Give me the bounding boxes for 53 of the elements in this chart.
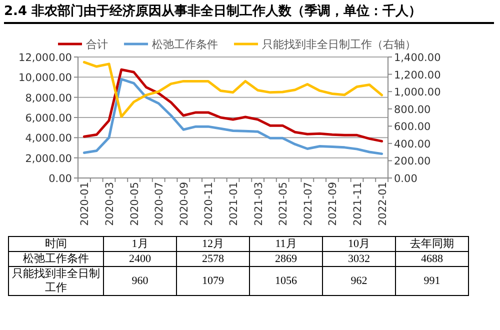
x-tick-label: 2022-01 [376,182,389,226]
x-tick-label: 2020-07 [154,182,166,226]
text: 4688 [396,252,468,266]
x-tick-label: 2021-01 [228,182,240,226]
text: 962 [322,266,396,296]
text: 11月 [250,236,322,252]
x-tick-label: 2021-03 [252,182,265,226]
text: 1079 [176,266,250,296]
y2-tick-label: 1,400.00 [394,52,441,64]
text: 10月 [322,236,396,252]
y-tick-label: 4,000.00 [25,132,72,145]
text: 3032 [322,252,396,266]
text: 松弛工作条件 [8,252,104,266]
y2-tick-label: 200.00 [394,156,431,168]
x-tick-label: 2020-05 [128,182,141,226]
text: 991 [396,266,468,296]
x-tick-label: 2020-09 [178,182,190,226]
y2-tick-label: 600.00 [394,121,431,134]
x-tick-label: 2020-03 [104,182,116,226]
chart-title: 2.4 非农部门由于经济原因从事非全日制工作人数（季调，单位：千人） [4,2,494,24]
y2-tick-label: 1,000.00 [394,86,441,99]
y-tick-label: 8,000.00 [25,92,72,104]
legend-label: 松弛工作条件 [152,38,218,51]
y-tick-label: 2,000.00 [25,152,72,165]
y2-tick-label: 400.00 [394,138,431,150]
x-tick-label: 2021-11 [352,182,364,226]
text: 1月 [104,236,176,252]
y-tick-label: 12,000.00 [18,52,72,64]
text: 2400 [104,252,176,266]
text: 时间 [8,236,104,252]
text: 1056 [250,266,322,296]
x-tick-label: 2021-05 [278,182,290,226]
x-tick-label: 2021-07 [302,182,314,226]
y2-tick-label: 1,200.00 [394,69,441,82]
text: 去年同期 [396,236,468,252]
y2-tick-label: 0.00 [394,173,418,185]
y-tick-label: 10,000.00 [18,72,72,84]
text: 12月 [176,236,250,252]
y-tick-label: 0.00 [48,173,72,185]
line-series [82,60,384,118]
text: 只能找到非全日制工作 [8,266,104,296]
x-tick-label: 2020-11 [203,182,216,226]
line-series [82,78,384,156]
x-tick-label: 2020-01 [79,182,92,226]
y-tick-label: 6,000.00 [25,112,72,124]
text: 2869 [250,252,322,266]
x-tick-label: 2021-09 [327,182,340,226]
legend-label: 只能找到非全日制工作（右轴） [262,38,416,51]
y2-tick-label: 800.00 [394,104,431,116]
text: 2578 [176,252,250,266]
legend-label: 合计 [86,38,108,51]
text: 960 [104,266,176,296]
line-series [82,68,384,142]
